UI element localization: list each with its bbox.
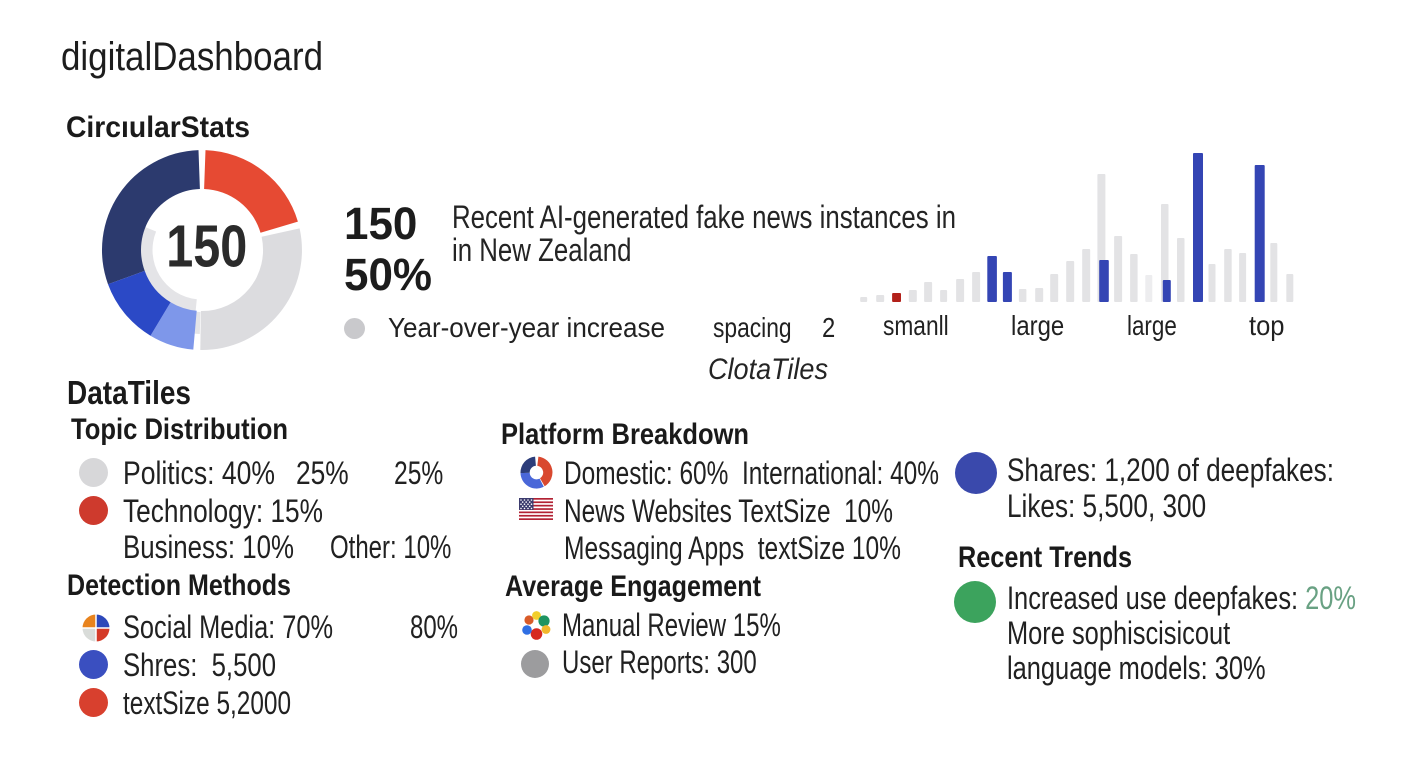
svg-text:150: 150: [166, 214, 247, 280]
